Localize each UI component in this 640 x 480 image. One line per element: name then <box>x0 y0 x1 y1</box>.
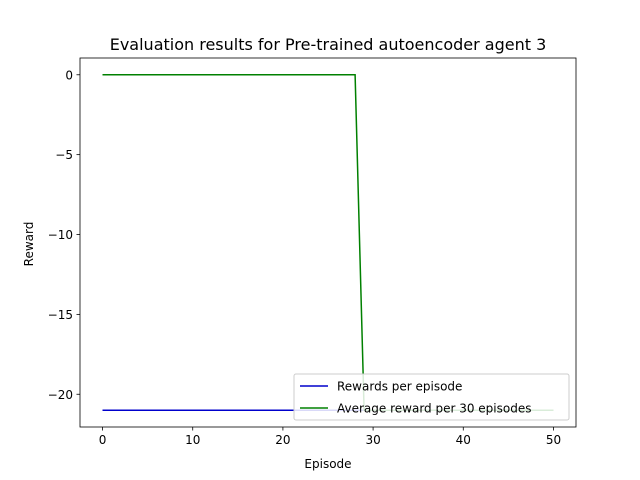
axes: 0 10 20 30 40 50 0 −5 −10 −15 −20 <box>48 57 577 447</box>
plot-frame <box>79 57 577 428</box>
legend: Rewards per episode Average reward per 30… <box>293 373 570 421</box>
chart-title: Evaluation results for Pre-trained autoe… <box>110 35 547 54</box>
series-line-2 <box>102 74 554 411</box>
x-tick-label: 50 <box>546 433 561 447</box>
x-axis-label: Episode <box>304 457 351 471</box>
y-tick-label: −15 <box>48 308 73 322</box>
y-tick-label: −20 <box>48 388 73 402</box>
legend-label: Average reward per 30 episodes <box>337 402 531 416</box>
series-lines <box>102 74 554 411</box>
x-tick-label: 20 <box>275 433 290 447</box>
y-axis-label: Reward <box>22 222 36 267</box>
y-tick-label: 0 <box>65 68 73 82</box>
x-tick-label: 0 <box>99 433 107 447</box>
legend-label: Rewards per episode <box>337 380 462 394</box>
legend-box <box>293 373 570 421</box>
x-tick-label: 30 <box>365 433 380 447</box>
y-tick-label: −10 <box>48 228 73 242</box>
x-tick-label: 10 <box>185 433 200 447</box>
x-tick-label: 40 <box>456 433 471 447</box>
y-tick-label: −5 <box>55 148 73 162</box>
